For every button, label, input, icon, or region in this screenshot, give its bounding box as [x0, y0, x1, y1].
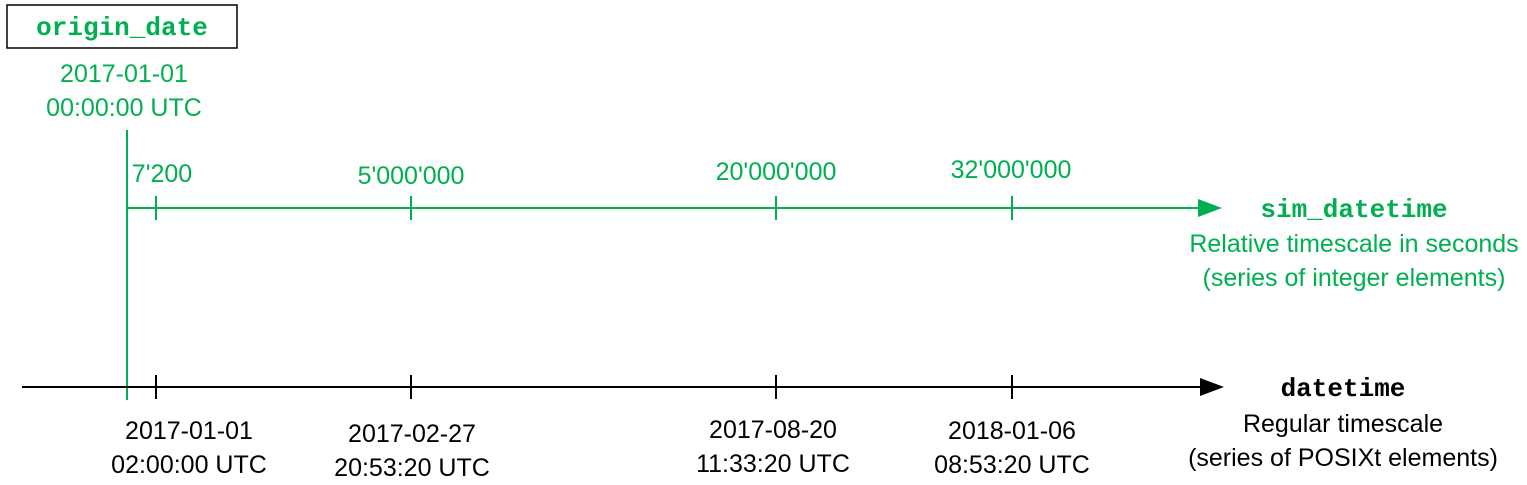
sim-tick-label: 5'000'000 [358, 162, 465, 190]
datetime-tick-time: 11:33:20 UTC [696, 450, 850, 478]
sim-axis-desc: (series of integer elements) [1203, 264, 1506, 292]
datetime-tick-date: 2017-01-01 [125, 417, 253, 445]
sim-axis-desc: Relative timescale in seconds [1189, 230, 1518, 258]
datetime-tick-time: 02:00:00 UTC [111, 451, 267, 479]
sim-axis: 7'200 5'000'000 20'000'000 32'000'000 si… [127, 156, 1519, 292]
datetime-axis: 2017-01-01 02:00:00 UTC 2017-02-27 20:53… [22, 374, 1498, 482]
origin-date: 2017-01-01 [60, 60, 188, 88]
origin-label: origin_date [36, 13, 208, 43]
sim-axis-arrowhead [1198, 199, 1222, 217]
datetime-tick-date: 2017-02-27 [348, 420, 476, 448]
origin-box: origin_date [6, 4, 238, 49]
sim-tick-label: 7'200 [132, 160, 192, 188]
datetime-axis-desc: (series of POSIXt elements) [1188, 444, 1498, 472]
datetime-tick-time: 08:53:20 UTC [934, 451, 1090, 479]
sim-tick-label: 32'000'000 [951, 156, 1072, 184]
datetime-axis-arrowhead [1200, 378, 1224, 396]
datetime-axis-desc: Regular timescale [1243, 410, 1443, 438]
sim-tick-label: 20'000'000 [716, 158, 837, 186]
sim-axis-name: sim_datetime [1260, 195, 1447, 225]
datetime-tick-date: 2017-08-20 [709, 416, 837, 444]
datetime-tick-time: 20:53:20 UTC [334, 454, 490, 482]
origin-box-frame [6, 4, 238, 49]
datetime-axis-name: datetime [1281, 374, 1406, 404]
datetime-tick-date: 2018-01-06 [948, 417, 1076, 445]
origin-time: 00:00:00 UTC [46, 94, 202, 122]
